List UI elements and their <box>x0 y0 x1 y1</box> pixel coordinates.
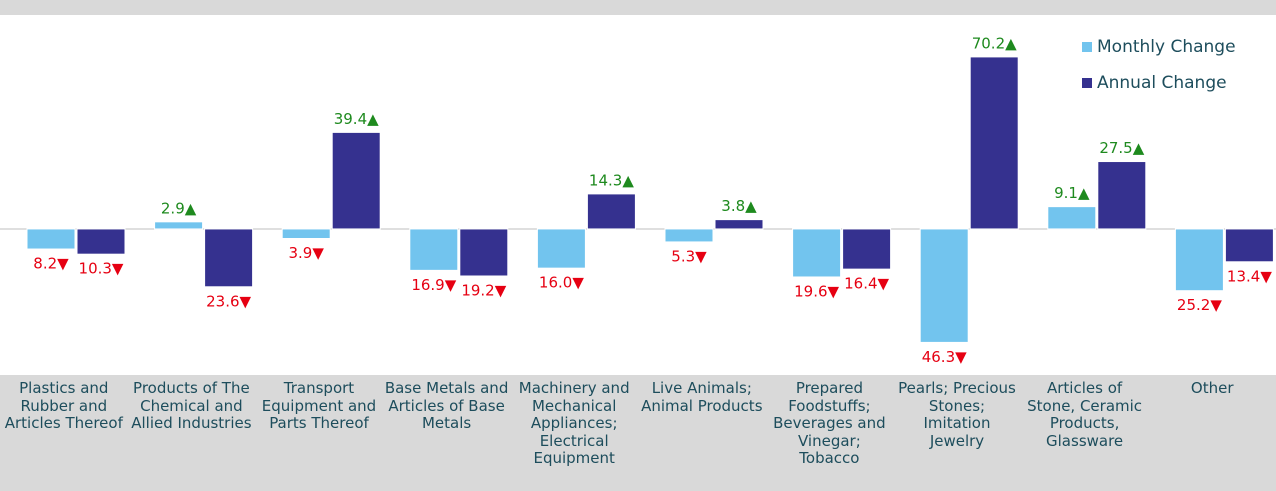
x-tick-label: Articles of Stone, Ceramic Products, Gla… <box>1027 379 1143 450</box>
data-label: 13.4▼ <box>1227 267 1272 285</box>
legend-swatch <box>1082 42 1092 52</box>
x-tick-label: Plastics and Rubber and Articles Thereof <box>4 379 123 432</box>
x-tick-label: Products of The Chemical and Allied Indu… <box>131 379 252 432</box>
bar <box>792 228 842 278</box>
data-label: 16.0▼ <box>539 274 584 292</box>
bar <box>409 228 459 271</box>
data-label: 70.2▲ <box>972 34 1017 52</box>
data-label: 19.6▼ <box>794 282 839 300</box>
bar <box>842 228 892 270</box>
data-label: 23.6▼ <box>206 292 251 310</box>
data-label: 46.3▼ <box>922 348 967 366</box>
legend-swatch <box>1082 78 1092 88</box>
data-label: 14.3▲ <box>589 171 634 189</box>
data-label: 16.4▼ <box>844 275 889 293</box>
bar <box>1224 228 1274 263</box>
legend-label: Monthly Change <box>1097 37 1236 57</box>
bar <box>1174 228 1224 292</box>
bar <box>1047 206 1097 230</box>
bar <box>459 228 509 277</box>
x-tick-label: Pearls; Precious Stones; Imitation Jewel… <box>898 379 1016 450</box>
bar <box>331 131 381 230</box>
bar <box>154 221 204 230</box>
data-label: 16.9▼ <box>411 276 456 294</box>
plot-area <box>0 15 1276 375</box>
data-label: 9.1▲ <box>1054 184 1090 202</box>
bar <box>664 228 714 243</box>
data-label: 3.9▼ <box>289 244 325 262</box>
x-tick-label: Transport Equipment and Parts Thereof <box>261 379 377 432</box>
x-tick-label: Prepared Foodstuffs; Beverages and Vineg… <box>773 379 886 467</box>
x-tick-label: Machinery and Mechanical Appliances; Ele… <box>518 379 630 467</box>
x-tick-label: Live Animals; Animal Products <box>641 379 763 415</box>
data-label: 10.3▼ <box>79 260 124 278</box>
data-label: 2.9▲ <box>161 199 197 217</box>
bar <box>26 228 76 250</box>
bar <box>919 228 969 343</box>
data-label: 19.2▼ <box>461 281 506 299</box>
legend-label: Annual Change <box>1097 73 1227 93</box>
bar <box>969 56 1019 230</box>
bar <box>76 228 126 255</box>
bar <box>714 219 764 230</box>
data-label: 3.8▲ <box>721 197 757 215</box>
x-tick-label: Base Metals and Articles of Base Metals <box>384 379 509 432</box>
bar <box>281 228 331 239</box>
bar <box>536 228 586 269</box>
bar <box>204 228 254 288</box>
data-label: 25.2▼ <box>1177 296 1222 314</box>
data-label: 8.2▼ <box>33 255 69 273</box>
data-label: 39.4▲ <box>334 110 379 128</box>
bar <box>1097 161 1147 230</box>
x-tick-label: Other <box>1190 379 1234 397</box>
data-label: 27.5▲ <box>1099 139 1144 157</box>
data-label: 5.3▼ <box>671 247 707 265</box>
bar <box>586 193 636 230</box>
